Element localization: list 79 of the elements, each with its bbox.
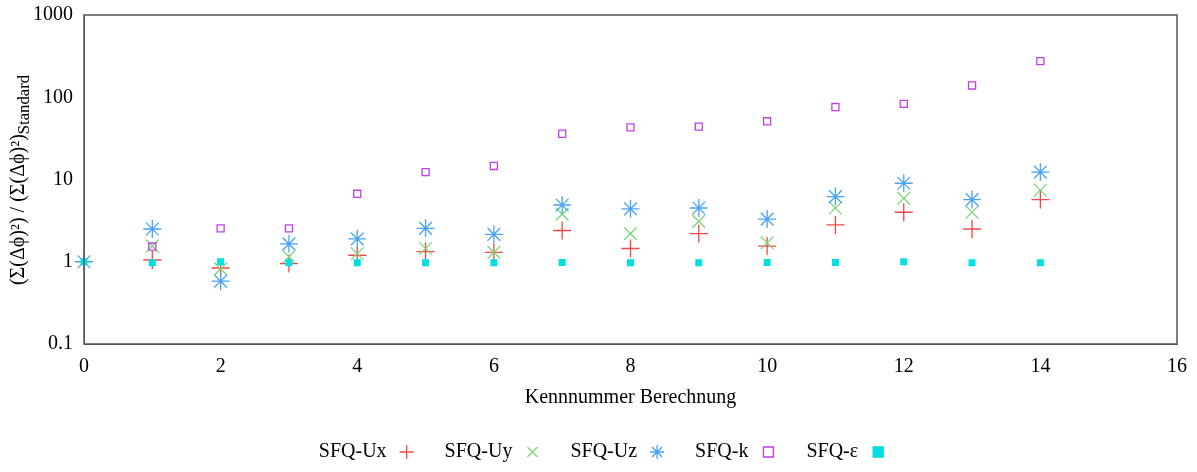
point — [896, 191, 911, 206]
point — [623, 226, 638, 241]
legend-label: SFQ-k — [695, 439, 749, 462]
point — [620, 238, 641, 259]
point — [760, 235, 775, 250]
point — [894, 202, 914, 222]
point — [353, 259, 361, 267]
point — [689, 223, 709, 244]
point — [552, 195, 572, 215]
point — [217, 258, 225, 266]
point — [1030, 162, 1051, 182]
point — [216, 224, 225, 233]
point — [695, 259, 703, 267]
x-tick-label: 14 — [1030, 354, 1051, 377]
point — [694, 122, 703, 131]
x-tick-label: 4 — [352, 354, 363, 377]
point — [626, 123, 635, 132]
x-axis-title: Kennnummer Berechnung — [524, 385, 737, 409]
point — [967, 81, 977, 90]
point — [1036, 259, 1044, 267]
point — [825, 215, 846, 235]
legend-label: SFQ-Uz — [570, 439, 638, 462]
x-tick-label: 10 — [757, 354, 778, 377]
point — [831, 258, 839, 266]
point — [763, 258, 771, 266]
point — [962, 219, 982, 239]
point — [552, 220, 572, 241]
point — [142, 219, 162, 239]
point — [148, 259, 156, 267]
x-tick-label: 8 — [625, 354, 636, 377]
point — [962, 189, 982, 210]
point — [762, 117, 772, 126]
x-tick-label: 6 — [488, 354, 499, 377]
x-tick-label: 16 — [1167, 354, 1187, 377]
point — [490, 259, 498, 267]
x-tick-label: 2 — [215, 354, 226, 377]
point — [757, 236, 777, 256]
point — [484, 224, 504, 245]
point — [900, 258, 908, 266]
point — [284, 224, 294, 233]
x-tick-label: 12 — [893, 354, 914, 377]
point — [691, 214, 706, 229]
point — [825, 186, 846, 207]
point — [965, 205, 980, 220]
point — [281, 249, 296, 264]
point — [347, 229, 367, 249]
point — [899, 99, 908, 109]
point — [421, 167, 430, 177]
point — [285, 259, 293, 267]
point — [831, 102, 840, 112]
x-tick-label: 0 — [79, 354, 89, 377]
point — [1033, 183, 1048, 198]
point — [279, 234, 299, 254]
point — [415, 218, 436, 238]
point — [1036, 56, 1045, 66]
point — [418, 241, 433, 256]
point — [620, 199, 641, 219]
point — [353, 189, 362, 198]
point — [627, 259, 634, 267]
legend-label: SFQ-Uy — [444, 439, 513, 463]
point — [828, 201, 843, 216]
legend-label: SFQ-ε — [806, 439, 859, 462]
y-tick-label: 1 — [63, 249, 73, 271]
point — [689, 198, 709, 218]
point — [968, 259, 976, 267]
legend-label: SFQ-Ux — [318, 439, 387, 462]
y-tick-label: 0.1 — [48, 331, 73, 354]
point — [415, 241, 436, 262]
point — [558, 129, 567, 138]
point — [555, 207, 570, 222]
y-tick-label: 1000 — [33, 2, 73, 25]
y-tick-label: 10 — [53, 166, 73, 189]
point — [757, 209, 777, 229]
point — [422, 259, 430, 267]
point — [894, 173, 914, 193]
point — [558, 258, 566, 266]
point — [210, 271, 231, 291]
y-tick-label: 100 — [43, 84, 73, 107]
point — [489, 161, 499, 171]
